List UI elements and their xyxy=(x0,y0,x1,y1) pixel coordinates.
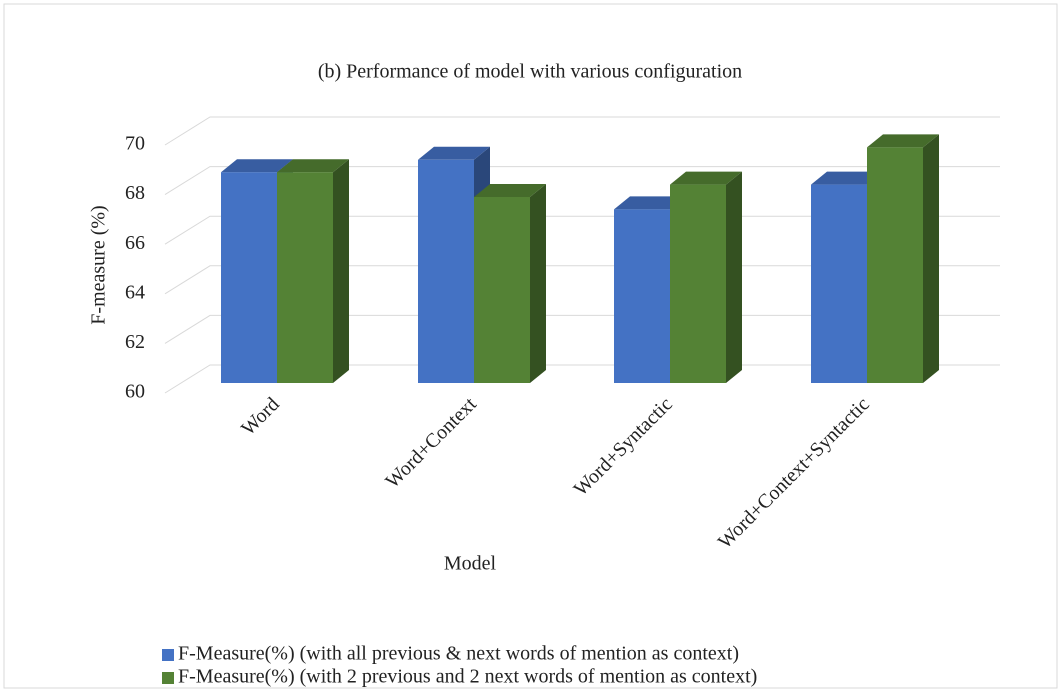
bar xyxy=(867,147,923,383)
y-tick-label: 66 xyxy=(125,232,145,254)
x-axis-title: Model xyxy=(444,553,497,575)
bar xyxy=(811,184,867,383)
y-tick-label: 64 xyxy=(125,281,145,303)
legend-label: F-Measure(%) (with all previous & next w… xyxy=(178,643,739,665)
y-tick-label: 70 xyxy=(125,133,145,155)
bar-top xyxy=(418,146,490,160)
bar xyxy=(614,209,670,383)
bar-top xyxy=(614,196,686,210)
bar-top xyxy=(221,159,293,173)
legend-label: F-Measure(%) (with 2 previous and 2 next… xyxy=(178,666,757,688)
grid-line xyxy=(164,166,1000,196)
bar xyxy=(221,172,277,383)
bar-top xyxy=(670,171,742,185)
y-tick-label: 60 xyxy=(125,381,145,403)
grid-line xyxy=(164,116,1000,146)
legend-swatch xyxy=(162,649,174,661)
legend-swatch xyxy=(162,672,174,684)
y-tick-label: 68 xyxy=(125,182,145,204)
chart-title: (b) Performance of model with various co… xyxy=(318,61,742,83)
bar xyxy=(277,172,333,383)
bar-top xyxy=(277,159,349,173)
y-axis-title: F-measure (%) xyxy=(88,205,110,324)
bar-side xyxy=(333,159,349,383)
bar-top xyxy=(867,134,939,148)
bar xyxy=(670,184,726,383)
bar xyxy=(474,197,530,383)
bar-top xyxy=(811,171,883,185)
bar-top xyxy=(474,184,546,197)
bar-side xyxy=(726,171,742,383)
bar-side xyxy=(530,184,546,383)
bar xyxy=(418,159,474,383)
y-tick-label: 62 xyxy=(125,331,145,353)
bar-side xyxy=(923,134,939,383)
